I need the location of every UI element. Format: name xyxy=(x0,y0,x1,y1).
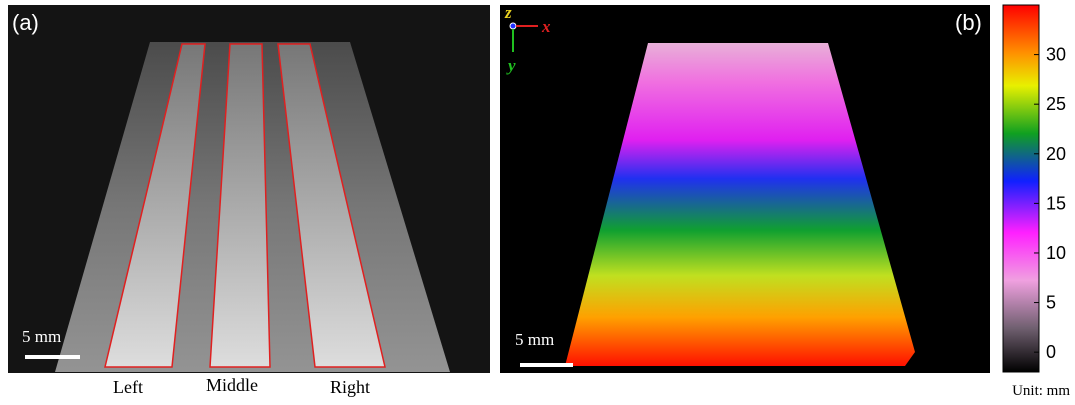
axis-z: z xyxy=(504,3,512,22)
tick-label: 5 xyxy=(1046,293,1056,313)
axis-x: x xyxy=(541,17,551,36)
colorbar xyxy=(1003,5,1039,372)
region-label: Left xyxy=(113,377,143,397)
region-label: Right xyxy=(330,377,370,397)
panel-label: (a) xyxy=(12,10,39,35)
tick-label: 20 xyxy=(1046,144,1066,164)
scale-label: 5 mm xyxy=(22,327,61,346)
figure: (a) 5 mm Left Middle Right (b) z x y 5 m… xyxy=(0,0,1075,405)
tick-label: 30 xyxy=(1046,45,1066,65)
scale-label: 5 mm xyxy=(515,330,554,349)
tick-label: 15 xyxy=(1046,193,1066,213)
axis-origin xyxy=(510,23,516,29)
tick-label: 10 xyxy=(1046,243,1066,263)
axis-y: y xyxy=(506,56,516,75)
tick-label: 0 xyxy=(1046,342,1056,362)
panel-label: (b) xyxy=(955,10,982,35)
unit-label: Unit: mm xyxy=(1012,383,1070,399)
region-label: Middle xyxy=(206,375,258,395)
tick-label: 25 xyxy=(1046,94,1066,114)
